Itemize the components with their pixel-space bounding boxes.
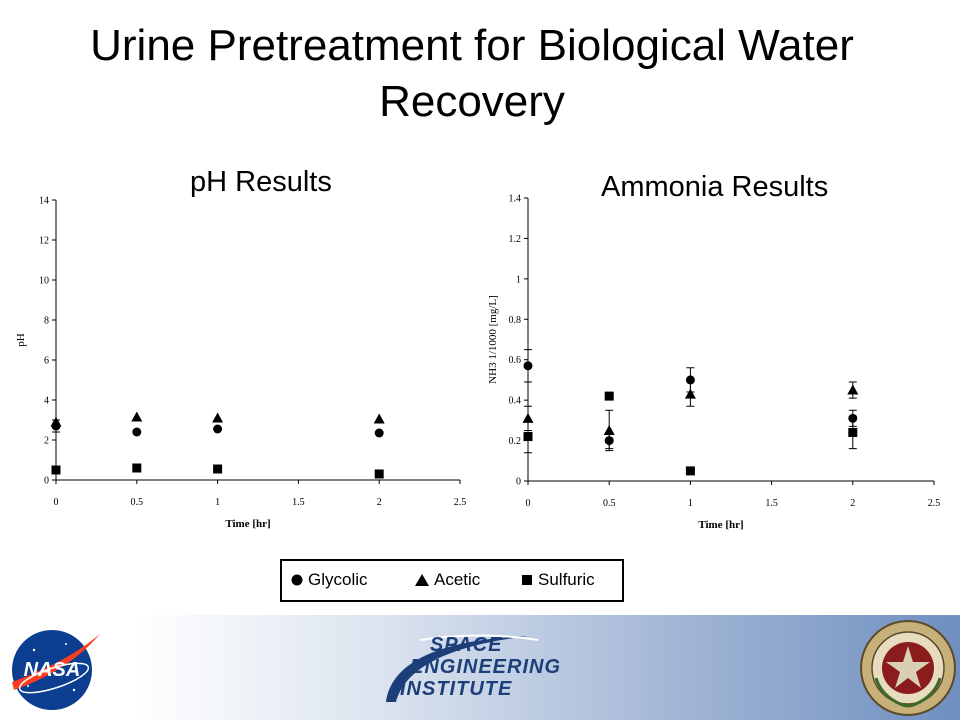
chart0-ytick-label: 2 [44, 436, 49, 447]
chart1-ytick-label: 0.4 [509, 396, 522, 407]
sei-line-2: ENGINEERING [410, 656, 562, 678]
chart1-point-sulfuric [523, 432, 533, 442]
chart1-point-acetic [847, 384, 859, 395]
nasa-meatball-icon: NASA [12, 630, 100, 710]
chart0-point-acetic [50, 416, 62, 427]
square-marker-icon [522, 575, 532, 585]
circle-marker-icon [291, 574, 303, 586]
chart0-point-sulfuric [51, 465, 61, 475]
chart1-point-sulfuric [604, 391, 614, 401]
legend-label-sulfuric: Sulfuric [538, 570, 595, 589]
chart0-ytick-label: 6 [44, 356, 49, 367]
chart0-point-glycolic [213, 424, 223, 434]
chart1-xlabel: Time [hr] [698, 519, 743, 531]
chart0-ytick-label: 12 [39, 236, 49, 247]
chart1-point-acetic [684, 388, 696, 399]
chart1-xtick-label: 0 [526, 498, 531, 509]
sei-line-3: INSTITUTE [400, 678, 513, 700]
chart1-point-acetic [603, 424, 615, 435]
chart1-xtick-label: 1.5 [765, 498, 778, 509]
footer-banner [0, 615, 960, 720]
chart1-ytick-label: 1 [516, 274, 521, 285]
chart0-ylabel: pH [15, 333, 27, 347]
chart0-point-sulfuric [374, 469, 384, 479]
chart1-ylabel: NH3 1/1000 [mg/L] [487, 295, 499, 384]
chart1-ytick-label: 0.2 [509, 436, 522, 447]
chart0-point-glycolic [374, 428, 384, 438]
chart0-point-acetic [212, 412, 224, 423]
chart0-ytick-label: 10 [39, 276, 49, 287]
chart0-ytick-label: 0 [44, 476, 49, 487]
chart0-xlabel: Time [hr] [225, 518, 270, 530]
chart1-xtick-label: 0.5 [603, 498, 616, 509]
sei-line-1: SPACE [430, 634, 503, 656]
ammonia-chart-subtitle: Ammonia Results [601, 171, 829, 203]
chart0-ytick-label: 4 [44, 396, 49, 407]
chart0-xtick-label: 2 [377, 497, 382, 508]
chart1-ytick-label: 1.4 [509, 194, 522, 205]
chart1-xtick-label: 1 [688, 498, 693, 509]
chart1-xtick-label: 2 [850, 498, 855, 509]
chart0-xtick-label: 2.5 [454, 497, 467, 508]
chart1-axes [527, 198, 934, 482]
space-engineering-institute-logo: SPACE ENGINEERING INSTITUTE [380, 632, 560, 704]
chart0-point-sulfuric [213, 464, 223, 474]
chart1-ytick-label: 0 [516, 477, 521, 488]
legend-item-sulfuric: Sulfuric [520, 570, 595, 590]
legend-label-acetic: Acetic [434, 570, 481, 589]
legend-item-glycolic: Glycolic [290, 570, 368, 590]
chart0-point-acetic [373, 413, 385, 424]
chart0-point-glycolic [132, 427, 142, 437]
swoosh-icon [386, 634, 539, 702]
slide-title: Urine Pretreatment for Biological Water … [90, 21, 854, 126]
triangle-marker-icon [415, 574, 429, 586]
chart0-xtick-label: 0.5 [131, 497, 144, 508]
chart1-ytick-label: 1.2 [509, 234, 522, 245]
nasa-logo-text: NASA [24, 659, 81, 681]
chart1-point-glycolic [523, 361, 533, 371]
ph-chart: 0 2 4 6 8 10 12 14 0 0.5 1 1.5 2 2.5 Time [hr] pH [15, 196, 467, 531]
chart0-ytick-label: 14 [39, 196, 49, 207]
chart1-ytick-label: 0.6 [509, 355, 522, 366]
chart0-point-sulfuric [132, 463, 142, 473]
chart0-ytick-label: 8 [44, 316, 49, 327]
chart0-xtick-label: 0 [54, 497, 59, 508]
legend-item-acetic: Acetic [414, 570, 480, 590]
chart0-xtick-label: 1 [215, 497, 220, 508]
chart0-point-acetic [131, 411, 143, 422]
ammonia-chart: 0 0.2 0.4 0.6 0.8 1 1.2 1.4 0 0.5 1 1.5 2 2.5 Time [hr… [487, 194, 941, 532]
chart1-ytick-label: 0.8 [509, 315, 522, 326]
chart-legend: Glycolic Acetic Sulfuric [280, 559, 624, 602]
texas-am-university-seal-icon [860, 620, 956, 716]
chart1-point-sulfuric [848, 427, 858, 437]
legend-label-glycolic: Glycolic [308, 570, 368, 589]
chart0-xtick-label: 1.5 [292, 497, 305, 508]
chart1-point-sulfuric [685, 466, 695, 476]
ph-chart-subtitle: pH Results [190, 166, 332, 198]
chart1-xtick-label: 2.5 [928, 498, 941, 509]
